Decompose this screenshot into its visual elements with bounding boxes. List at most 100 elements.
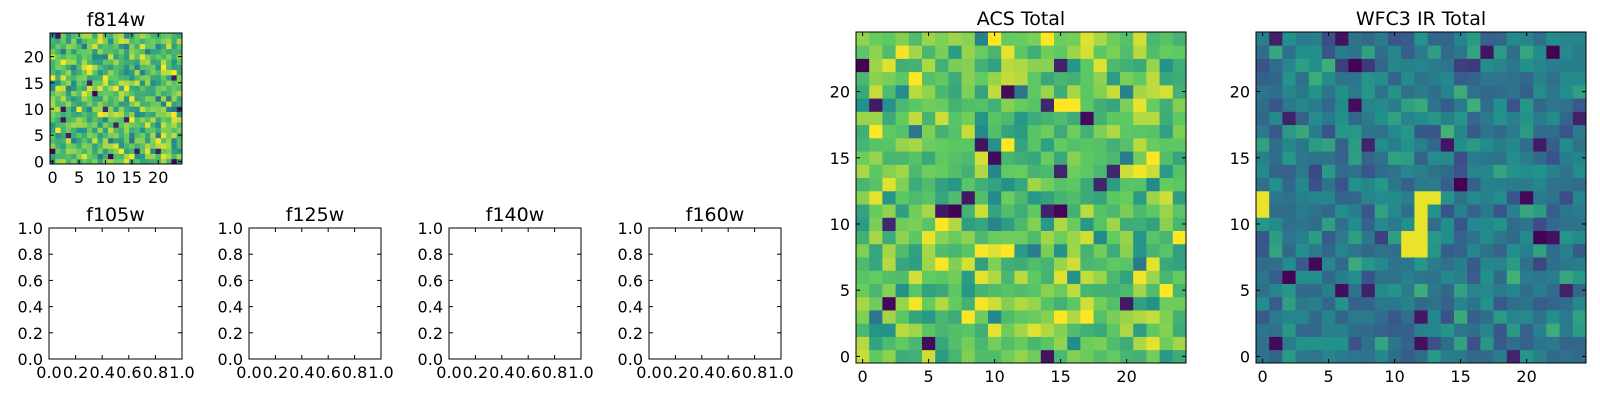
heatmap-cell: [160, 48, 167, 55]
heatmap-cell: [1146, 296, 1160, 311]
heatmap-cell: [1054, 124, 1068, 139]
heatmap-cell: [150, 38, 156, 44]
heatmap-cell: [1559, 164, 1574, 179]
heatmap-cell: [145, 101, 151, 107]
heatmap-cell: [108, 64, 114, 71]
heatmap-cell: [856, 71, 870, 86]
heatmap-cell: [1493, 71, 1508, 86]
heatmap-cell: [65, 53, 72, 60]
heatmap-cell: [1322, 257, 1336, 271]
heatmap-cell: [55, 53, 61, 60]
heatmap-cell: [1361, 310, 1376, 324]
heatmap-cell: [176, 95, 183, 102]
heatmap-cell: [1322, 164, 1336, 179]
heatmap-cell: [81, 43, 88, 50]
heatmap-cell: [1322, 58, 1336, 73]
heatmap-cell: [1440, 84, 1455, 99]
heatmap-cell: [1546, 349, 1560, 364]
heatmap-cell: [1388, 190, 1402, 205]
heatmap-cell: [108, 33, 114, 39]
heatmap-cell: [1493, 164, 1508, 179]
heatmap-cell: [71, 69, 77, 76]
heatmap-cell: [1295, 283, 1310, 298]
heatmap-cell: [1001, 323, 1015, 337]
heatmap-cell: [1559, 349, 1574, 364]
heatmap-cell: [1335, 230, 1349, 245]
heatmap-cell: [1493, 84, 1508, 99]
heatmap-cell: [1440, 270, 1455, 284]
heatmap-cell: [60, 95, 67, 102]
heatmap-cell: [1054, 323, 1068, 337]
heatmap-cell: [76, 116, 83, 123]
heatmap-cell: [171, 95, 178, 102]
heatmap-cell: [129, 148, 135, 154]
heatmap-cell: [113, 132, 120, 139]
heatmap-cell: [974, 58, 989, 73]
heatmap-cell: [60, 85, 67, 92]
heatmap-cell: [1520, 71, 1534, 86]
heatmap-cell: [1067, 84, 1081, 99]
heatmap-cell: [81, 158, 88, 165]
x-tick-label: 0.8: [143, 363, 168, 382]
heatmap-cell: [856, 98, 870, 112]
heatmap-cell: [922, 164, 936, 179]
heatmap-cell: [118, 74, 125, 81]
heatmap-cell: [1295, 270, 1310, 284]
heatmap-cell: [1106, 257, 1121, 271]
heatmap-cell: [1361, 71, 1376, 86]
heatmap-cell: [856, 137, 870, 152]
heatmap-cell: [948, 296, 962, 311]
heatmap-cell: [1322, 310, 1336, 324]
heatmap-cell: [1546, 230, 1560, 245]
heatmap-cell: [86, 53, 93, 60]
heatmap-cell: [123, 48, 130, 55]
heatmap-cell: [97, 59, 104, 65]
heatmap-cell: [123, 122, 130, 128]
heatmap-cell: [1401, 217, 1415, 231]
heatmap-cell: [935, 349, 949, 364]
heatmap-cell: [1159, 124, 1174, 139]
heatmap-cell: [60, 153, 67, 160]
heatmap-cell: [895, 323, 910, 337]
heatmap-cell: [1256, 336, 1270, 351]
heatmap-cell: [1467, 151, 1481, 165]
heatmap-cell: [1440, 243, 1455, 258]
heatmap-cell: [1533, 32, 1547, 46]
heatmap-cell: [65, 116, 72, 123]
heatmap-cell: [1027, 323, 1042, 337]
heatmap-cell: [50, 153, 56, 160]
heatmap-cell: [1454, 270, 1468, 284]
heatmap-cell: [869, 336, 883, 351]
heatmap-cell: [988, 283, 1002, 298]
heatmap-cell: [102, 38, 109, 44]
heatmap-cell: [1080, 230, 1094, 245]
heatmap-cell: [856, 164, 870, 179]
heatmap-cell: [922, 177, 936, 192]
heatmap-cell: [1269, 32, 1283, 46]
heatmap-cell: [155, 43, 162, 50]
heatmap-cell: [1335, 164, 1349, 179]
heatmap-cell: [1467, 164, 1481, 179]
heatmap-cell: [1133, 98, 1147, 112]
heatmap-cell: [145, 158, 151, 165]
heatmap-cell: [71, 38, 77, 44]
heatmap-cell: [1322, 84, 1336, 99]
heatmap-cell: [1133, 32, 1147, 46]
heatmap-cell: [1414, 137, 1428, 152]
heatmap-cell: [1256, 204, 1270, 218]
heatmap-cell: [108, 111, 114, 118]
heatmap-cell: [1269, 190, 1283, 205]
heatmap-cell: [908, 71, 923, 86]
heatmap-cell: [1159, 190, 1174, 205]
heatmap-cell: [1440, 204, 1455, 218]
heatmap-cell: [1014, 58, 1028, 73]
heatmap-cell: [1361, 323, 1376, 337]
heatmap-cell: [1374, 270, 1389, 284]
heatmap-cell: [65, 64, 72, 71]
heatmap-cell: [1120, 270, 1134, 284]
heatmap-cell: [922, 283, 936, 298]
heatmap-cell: [882, 45, 896, 59]
heatmap-cell: [176, 111, 183, 118]
heatmap-cell: [1427, 310, 1442, 324]
heatmap-cell: [1506, 111, 1521, 126]
